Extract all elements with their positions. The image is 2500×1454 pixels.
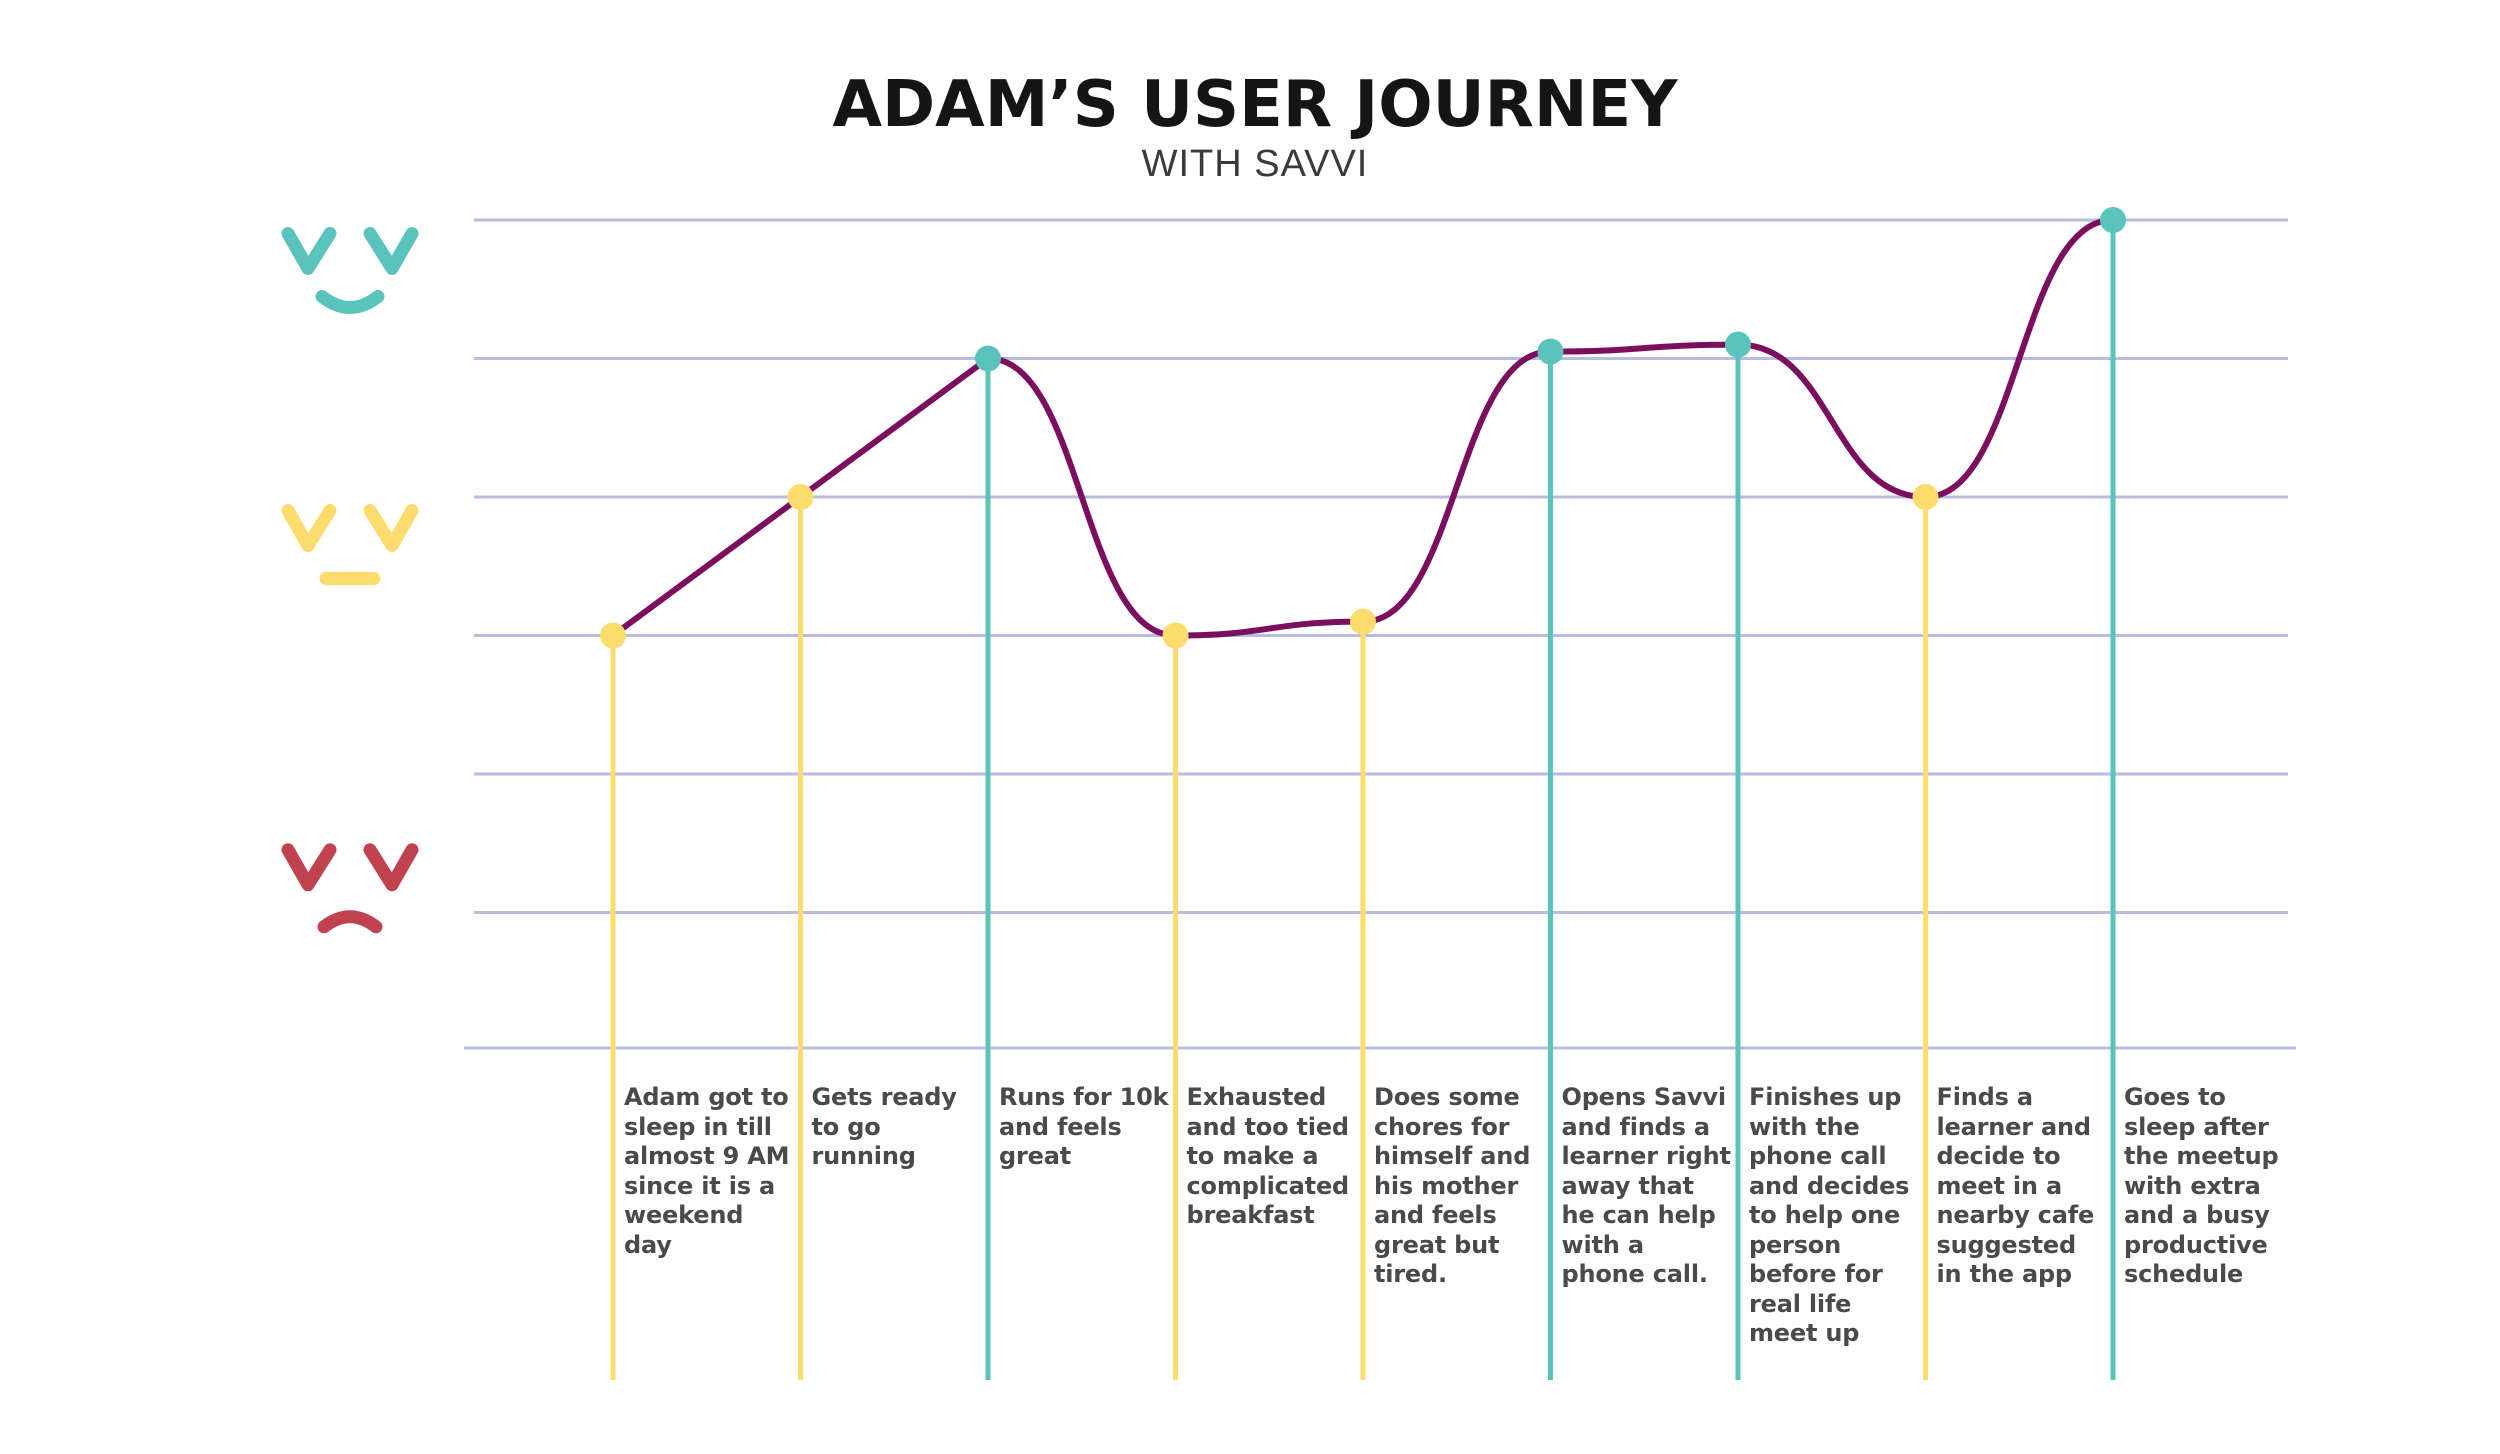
journey-point — [1912, 484, 1939, 510]
stage-description: Exhausted and too tied to make a complic… — [1186, 1083, 1350, 1229]
stage-description: Finds a learner and decide to meet in a … — [1936, 1083, 2095, 1288]
stage-description: Goes to sleep after the meetup with extr… — [2124, 1083, 2279, 1288]
stage-description: Finishes up with the phone call and deci… — [1749, 1083, 1910, 1347]
happy-face-icon — [281, 226, 419, 314]
journey-point — [600, 622, 626, 649]
sad-face-icon — [281, 843, 419, 934]
journey-point — [1350, 608, 1376, 635]
stage-description: Gets ready to go running — [811, 1083, 957, 1170]
gridlines — [464, 218, 2296, 1050]
journey-point — [975, 345, 1001, 372]
stage-description: Runs for 10k and feels great — [999, 1083, 1169, 1170]
neutral-face-icon — [281, 503, 419, 585]
journey-point — [1537, 338, 1564, 365]
journey-point — [2100, 207, 2126, 233]
stage-description: Does some chores for himself and his mot… — [1374, 1083, 1531, 1288]
mood-scale — [281, 226, 419, 934]
stage-description: Opens Savvi and finds a learner right aw… — [1561, 1083, 1731, 1288]
chart-subtitle: WITH SAVVI — [1142, 143, 1369, 185]
journey-point — [787, 484, 814, 510]
journey-point — [1725, 331, 1751, 358]
journey-points — [600, 207, 2126, 649]
chart-title: ADAM’S USER JOURNEY — [833, 68, 1679, 142]
journey-curve — [610, 217, 2116, 639]
stage-description: Adam got to sleep in till almost 9 AM si… — [624, 1083, 790, 1259]
journey-point — [1162, 622, 1189, 649]
stage-drop-lines — [610, 220, 2116, 1380]
